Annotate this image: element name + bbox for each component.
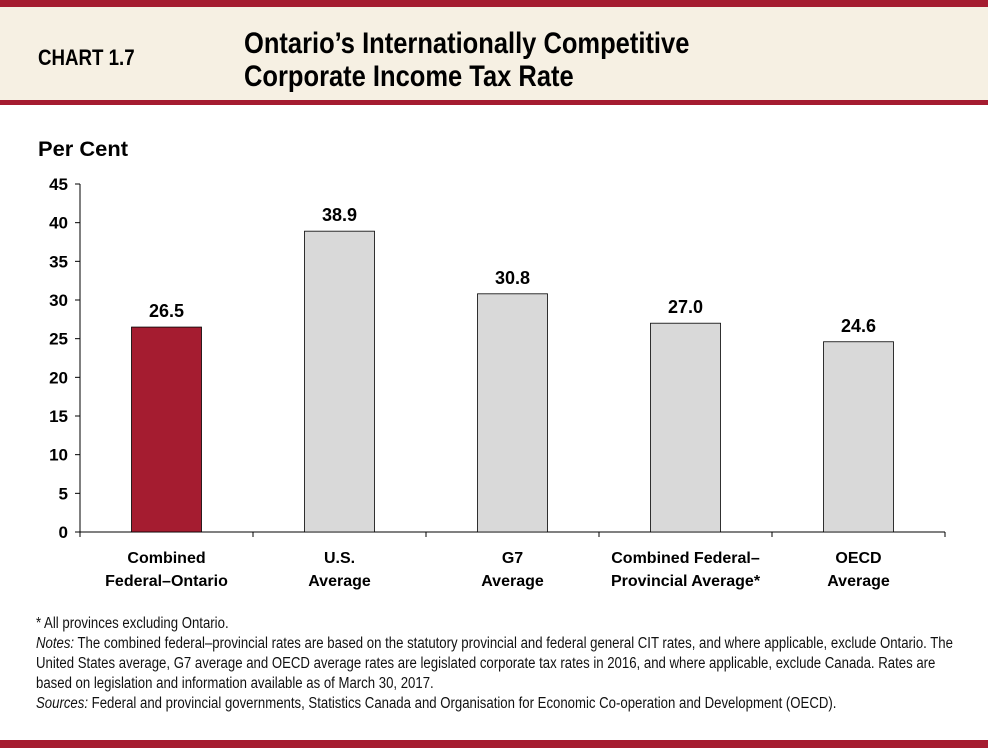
y-tick-label: 40 xyxy=(49,214,68,233)
y-tick-label: 10 xyxy=(49,446,68,465)
chart-number: CHART 1.7 xyxy=(38,45,135,70)
bar xyxy=(477,293,548,533)
bottom-rule xyxy=(0,740,988,748)
x-tick-label: Federal–Ontario xyxy=(105,573,228,590)
x-tick-label: Provincial Average* xyxy=(611,573,761,590)
y-tick-label: 5 xyxy=(59,484,68,503)
x-tick-label: Average xyxy=(827,573,890,590)
y-axis-label: Per Cent xyxy=(38,138,128,161)
notes-paragraph: Notes: The combined federal–provincial r… xyxy=(36,634,971,694)
bar xyxy=(304,230,375,533)
sources-label: Sources: xyxy=(36,695,88,712)
data-label: 27.0 xyxy=(668,297,703,317)
title-line-1: Ontario’s Internationally Competitive xyxy=(244,27,690,60)
chart-title: Ontario’s Internationally Competitive Cor… xyxy=(244,27,689,93)
bar xyxy=(650,322,721,533)
header-band: CHART 1.7 Ontario’s Internationally Comp… xyxy=(0,7,988,100)
header-rule xyxy=(0,100,988,105)
y-tick-label: 15 xyxy=(49,407,68,426)
x-tick-label: Average xyxy=(481,573,544,590)
y-tick-label: 20 xyxy=(49,368,68,387)
x-tick-label: Combined Federal– xyxy=(611,550,760,567)
sources-paragraph: Sources: Federal and provincial governme… xyxy=(36,694,971,714)
y-tick-label: 30 xyxy=(49,291,68,310)
y-tick-label: 0 xyxy=(59,523,68,542)
title-line-2: Corporate Income Tax Rate xyxy=(244,60,574,93)
x-tick-label: OECD xyxy=(835,550,881,567)
x-tick-label: G7 xyxy=(502,550,523,567)
notes-label: Notes: xyxy=(36,635,75,652)
data-label: 24.6 xyxy=(841,316,876,336)
asterisk-note: * All provinces excluding Ontario. xyxy=(36,615,229,632)
bar xyxy=(131,326,202,533)
data-label: 30.8 xyxy=(495,268,530,288)
data-label: 38.9 xyxy=(322,205,357,225)
x-tick-label: Combined xyxy=(127,550,205,567)
top-rule xyxy=(0,0,988,7)
x-tick-label: Average xyxy=(308,573,371,590)
y-tick-label: 35 xyxy=(49,252,68,271)
notes-text: The combined federal–provincial rates ar… xyxy=(36,635,953,692)
footnotes: * All provinces excluding Ontario. Notes… xyxy=(36,614,971,714)
y-tick-label: 45 xyxy=(49,175,68,194)
bar-chart: Per Cent 0 5 10 15 20 25 30 35 40 45 26.5 Combined Fe… xyxy=(38,138,946,590)
sources-text: Federal and provincial governments, Stat… xyxy=(87,695,837,712)
x-tick-label: U.S. xyxy=(324,550,355,567)
data-label: 26.5 xyxy=(149,301,184,321)
y-tick-label: 25 xyxy=(49,330,68,349)
bar xyxy=(823,341,894,533)
